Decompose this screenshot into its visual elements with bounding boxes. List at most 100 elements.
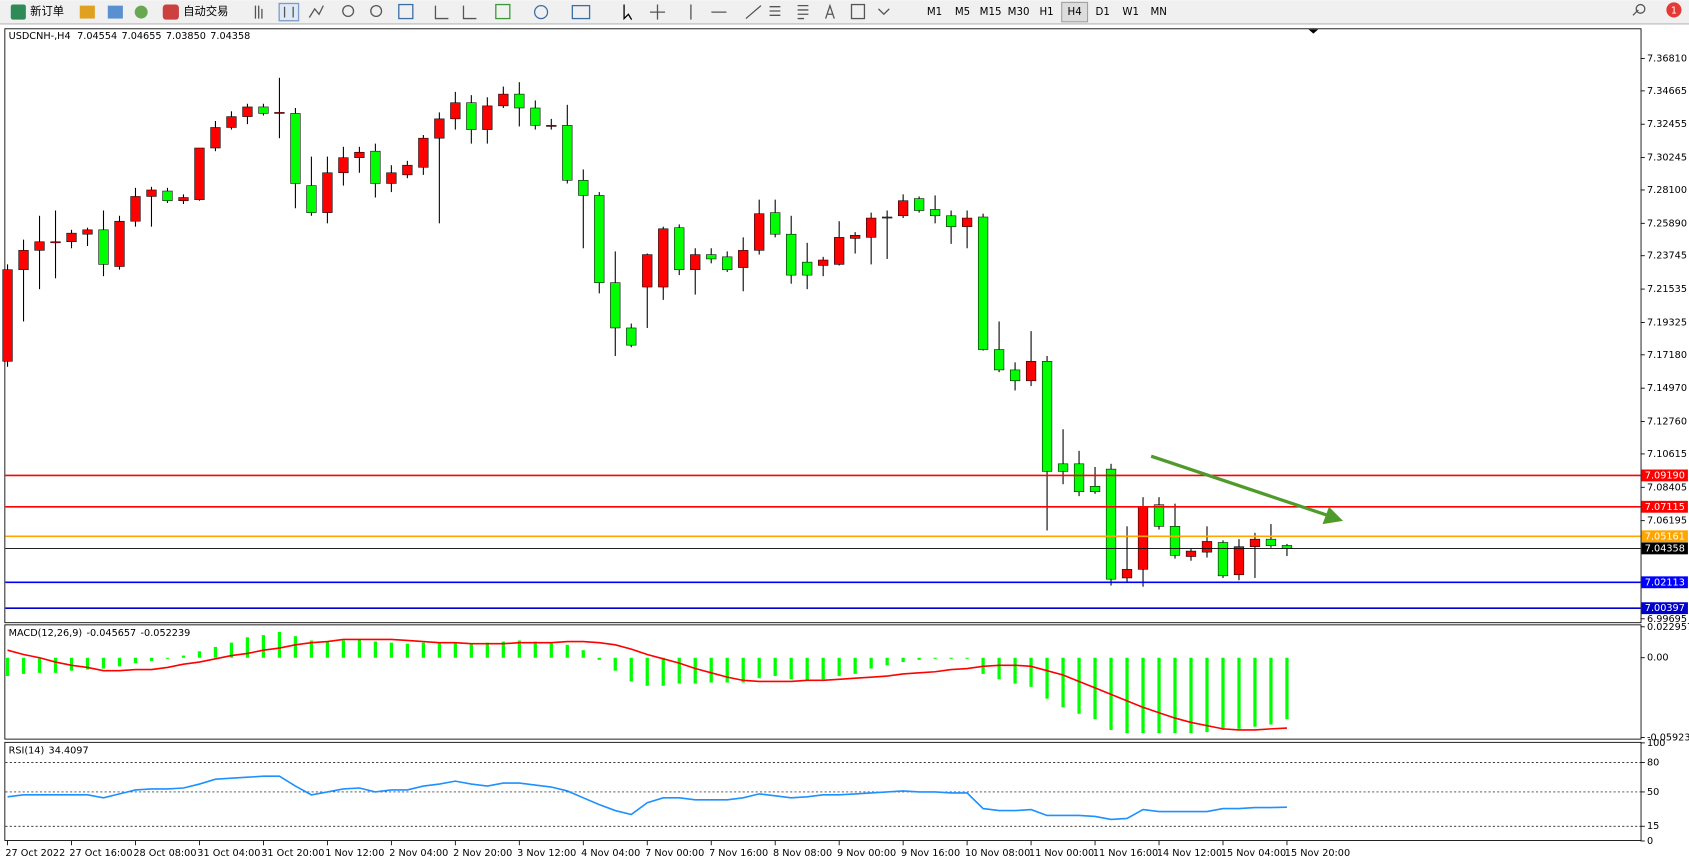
new-order-icon[interactable] [10, 4, 26, 20]
timeframe-button[interactable]: MN [1150, 7, 1166, 18]
arrows-tool[interactable] [877, 8, 890, 16]
candle-body [482, 105, 493, 130]
auto-trading-button[interactable]: 自动交易 [183, 4, 228, 18]
y-tick-label: 0.00 [1647, 653, 1669, 664]
candle-body [162, 190, 173, 201]
arrow-line [1150, 454, 1329, 517]
candle-body [850, 234, 861, 239]
macd-bar [1173, 657, 1177, 734]
candle-body [434, 118, 445, 139]
x-tick-label: 7 Nov 16:00 [709, 848, 768, 859]
templates-icon[interactable] [571, 4, 591, 20]
toolbar-background [0, 0, 1689, 24]
x-tick-label: 11 Nov 00:00 [1029, 848, 1094, 859]
candle-body [1089, 486, 1101, 493]
candle-body [258, 106, 269, 114]
macd-bar [773, 657, 777, 677]
notification-count: 1 [1671, 5, 1677, 16]
label-tool[interactable] [850, 3, 866, 20]
x-tick-label: 31 Oct 04:00 [197, 848, 260, 859]
macd-bar [437, 642, 441, 658]
macd-bar [37, 657, 42, 673]
macd-bar [1077, 657, 1081, 714]
candle-body [786, 233, 797, 276]
x-tick-label: 9 Nov 00:00 [837, 848, 896, 859]
search-icon[interactable] [1632, 9, 1639, 16]
zoom-out-icon[interactable] [370, 4, 383, 18]
notification-badge[interactable] [1666, 2, 1682, 18]
periods-icon[interactable] [533, 4, 549, 20]
macd-bar [69, 657, 74, 671]
toolbar-icon[interactable] [79, 5, 95, 19]
macd-bar [421, 642, 425, 658]
timeframe-button[interactable]: W1 [1122, 7, 1139, 18]
signal-line [7, 638, 1287, 731]
bar-chart-icon[interactable] [254, 5, 263, 19]
line-tools[interactable] [690, 4, 781, 20]
crosshair-icon[interactable] [649, 4, 666, 20]
macd-bar [1205, 657, 1209, 733]
macd-bar [453, 642, 457, 658]
timeframe-button[interactable]: H1 [1040, 7, 1054, 18]
timeframe-button[interactable]: M1 [927, 7, 942, 18]
new-order-button[interactable]: 新订单 [30, 4, 64, 18]
candle-body [514, 93, 525, 109]
trend-arrow[interactable] [1150, 454, 1344, 525]
macd-bar [197, 651, 202, 658]
macd-bar [1157, 657, 1161, 734]
toolbar-icons [254, 2, 1646, 22]
x-tick-label: 3 Nov 12:00 [517, 848, 576, 859]
macd-bar [885, 657, 889, 666]
candle-body [322, 172, 333, 213]
candle-body [1265, 538, 1277, 546]
toolbar-icon[interactable] [107, 5, 123, 19]
level-label-bg [1641, 469, 1688, 482]
candle-body [610, 282, 621, 329]
macd-bar [581, 650, 585, 658]
candle-body [1121, 569, 1133, 579]
macd-bar [629, 657, 633, 682]
toolbar-icon[interactable] [134, 5, 148, 19]
shift-marker[interactable] [1308, 29, 1319, 34]
y-tick-label: 7.30245 [1647, 153, 1687, 164]
indicators-icon[interactable] [495, 3, 511, 20]
zoom-in-icon[interactable] [342, 4, 355, 18]
candle-body [1073, 463, 1085, 493]
timeframe-button[interactable]: M15 [980, 7, 1002, 18]
candle-body [1217, 542, 1229, 577]
timeframe-button[interactable]: D1 [1095, 7, 1109, 18]
macd-bar [1269, 657, 1273, 725]
candle-body [818, 259, 829, 266]
low-value: 7.03850 [166, 31, 206, 42]
timeframe-button[interactable]: M5 [955, 7, 970, 18]
tile-icon[interactable] [398, 3, 414, 20]
candle-body [2, 269, 13, 362]
cursor-icon[interactable] [623, 4, 633, 21]
text-tool[interactable] [825, 3, 835, 19]
candle-body [1185, 550, 1197, 557]
candle-body [993, 349, 1005, 371]
toolbar: 新订单 自动交易 M1 M5 M15 M30 H1 H [0, 0, 1689, 25]
candle-body [226, 116, 237, 128]
line-chart-icon[interactable] [308, 5, 324, 18]
macd-bar [181, 655, 186, 658]
timeframe-button[interactable]: H4 [1068, 7, 1082, 18]
timeframe-button[interactable]: M30 [1008, 7, 1030, 18]
candle-body [82, 229, 93, 235]
scroll-icons[interactable] [434, 5, 477, 20]
macd-bar [1253, 657, 1257, 727]
candle-chart-icon[interactable] [278, 2, 300, 22]
active-timeframe-highlight [1061, 1, 1089, 23]
macd-bar [53, 657, 58, 673]
candle-body [642, 254, 653, 288]
y-tick-label: 50 [1647, 787, 1659, 798]
candle-body [306, 185, 317, 213]
y-tick-label: 7.12760 [1647, 417, 1687, 428]
candle-body [34, 241, 45, 251]
auto-trading-icon[interactable] [162, 4, 179, 20]
fibo-tool[interactable] [797, 4, 809, 20]
y-tick-label: 80 [1647, 758, 1659, 769]
macd-bar [229, 642, 234, 658]
y-tick-label: 7.34665 [1647, 86, 1687, 97]
macd-bar [965, 657, 969, 659]
